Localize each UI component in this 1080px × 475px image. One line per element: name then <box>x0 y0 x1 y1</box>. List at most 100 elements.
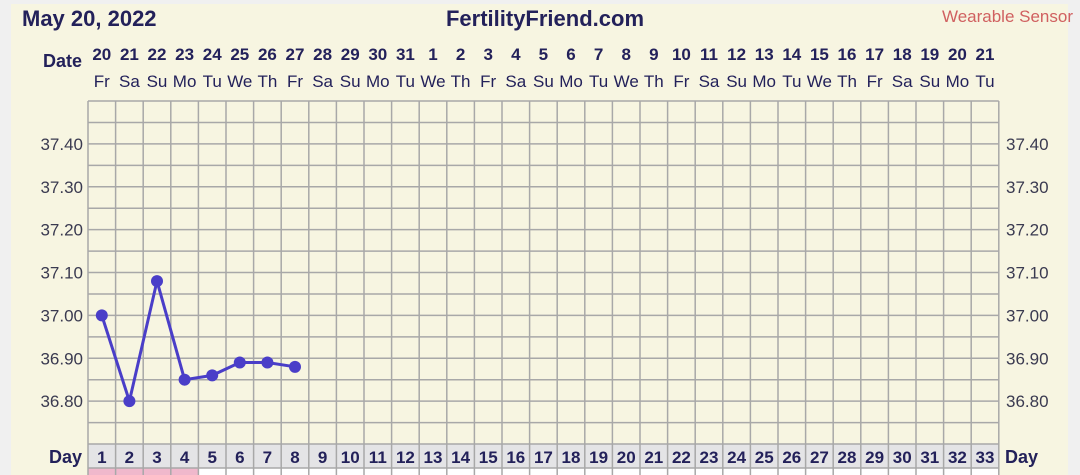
empty-cell <box>971 468 999 475</box>
day-number-label: 12 <box>396 448 415 467</box>
empty-cell <box>750 468 778 475</box>
day-number-label: 7 <box>263 448 272 467</box>
empty-cell <box>364 468 392 475</box>
chart-date: May 20, 2022 <box>22 6 157 31</box>
day-cell <box>557 444 585 468</box>
day-number-label: 4 <box>180 448 190 467</box>
y-tick-label-right: 37.00 <box>1006 306 1049 325</box>
empty-cell <box>529 468 558 475</box>
y-tick-label-left: 37.40 <box>40 135 83 154</box>
empty-cell <box>695 468 723 475</box>
weekday-label: Sa <box>119 72 140 91</box>
weekday-label: Mo <box>173 72 197 91</box>
date-row-label: Date <box>43 51 82 71</box>
y-tick-label-left: 37.10 <box>40 264 83 283</box>
day-cell <box>253 444 282 468</box>
date-label: 20 <box>92 45 111 64</box>
y-tick-label-left: 36.80 <box>40 392 83 411</box>
y-tick-label-right: 36.80 <box>1006 392 1049 411</box>
date-label: 26 <box>258 45 277 64</box>
day-number-label: 14 <box>451 448 470 467</box>
chart-panel <box>11 4 1068 475</box>
menses-cell <box>170 468 199 475</box>
date-label: 6 <box>566 45 575 64</box>
date-label: 21 <box>976 45 995 64</box>
weekday-label: Mo <box>752 72 776 91</box>
day-number-label: 13 <box>424 448 443 467</box>
empty-cell <box>198 468 226 475</box>
date-label: 21 <box>120 45 139 64</box>
weekday-label: We <box>227 72 252 91</box>
day-cell <box>170 444 199 468</box>
temperature-point <box>151 275 163 288</box>
day-cell <box>502 444 530 468</box>
weekday-label: Fr <box>673 72 689 91</box>
day-number-label: 26 <box>782 448 801 467</box>
day-cell <box>778 444 806 468</box>
day-cell <box>612 444 640 468</box>
y-tick-label-right: 37.20 <box>1006 221 1049 240</box>
date-label: 9 <box>649 45 658 64</box>
day-number-label: 8 <box>290 448 299 467</box>
day-cell <box>529 444 558 468</box>
day-number-label: 27 <box>810 448 829 467</box>
day-cell <box>419 444 447 468</box>
empty-cell <box>308 468 337 475</box>
empty-cell <box>943 468 972 475</box>
day-number-label: 32 <box>948 448 967 467</box>
date-label: 29 <box>341 45 360 64</box>
date-label: 7 <box>594 45 603 64</box>
day-number-label: 9 <box>318 448 327 467</box>
temperature-point <box>233 356 246 369</box>
day-cell <box>364 444 392 468</box>
weekday-label: Mo <box>559 72 583 91</box>
temperature-point <box>178 373 191 386</box>
date-label: 24 <box>203 45 222 64</box>
day-number-label: 28 <box>838 448 857 467</box>
date-label: 16 <box>838 45 857 64</box>
date-label: 2 <box>456 45 465 64</box>
day-cell <box>391 444 420 468</box>
empty-cell <box>584 468 613 475</box>
temperature-point <box>123 395 136 408</box>
day-number-label: 23 <box>700 448 719 467</box>
day-cell <box>336 444 364 468</box>
day-number-label: 19 <box>589 448 608 467</box>
weekday-label: We <box>614 72 639 91</box>
day-cell <box>833 444 861 468</box>
y-tick-label-left: 37.30 <box>40 178 83 197</box>
day-cell <box>640 444 668 468</box>
day-cell <box>695 444 723 468</box>
site-name: FertilityFriend.com <box>446 6 644 31</box>
day-cell <box>888 444 916 468</box>
day-cell <box>474 444 502 468</box>
weekday-label: Fr <box>867 72 883 91</box>
day-number-label: 20 <box>617 448 636 467</box>
day-cell <box>722 444 751 468</box>
menses-cell <box>143 468 171 475</box>
temperature-point <box>206 369 219 382</box>
day-number-label: 31 <box>920 448 939 467</box>
empty-cell <box>253 468 282 475</box>
date-label: 18 <box>893 45 912 64</box>
date-label: 28 <box>313 45 332 64</box>
weekday-label: Su <box>147 72 168 91</box>
weekday-label: Fr <box>287 72 303 91</box>
weekday-label: Th <box>837 72 857 91</box>
weekday-label: Sa <box>312 72 333 91</box>
weekday-label: Fr <box>480 72 496 91</box>
empty-cell <box>336 468 364 475</box>
weekday-label: Sa <box>505 72 526 91</box>
date-label: 1 <box>428 45 437 64</box>
date-label: 10 <box>672 45 691 64</box>
day-number-label: 11 <box>369 448 387 467</box>
date-label: 15 <box>810 45 829 64</box>
weekday-label: Th <box>644 72 664 91</box>
data-source: Wearable Sensor <box>942 7 1073 26</box>
day-cell <box>860 444 889 468</box>
empty-cell <box>474 468 502 475</box>
temperature-point <box>261 356 274 369</box>
empty-cell <box>833 468 861 475</box>
date-label: 25 <box>230 45 249 64</box>
